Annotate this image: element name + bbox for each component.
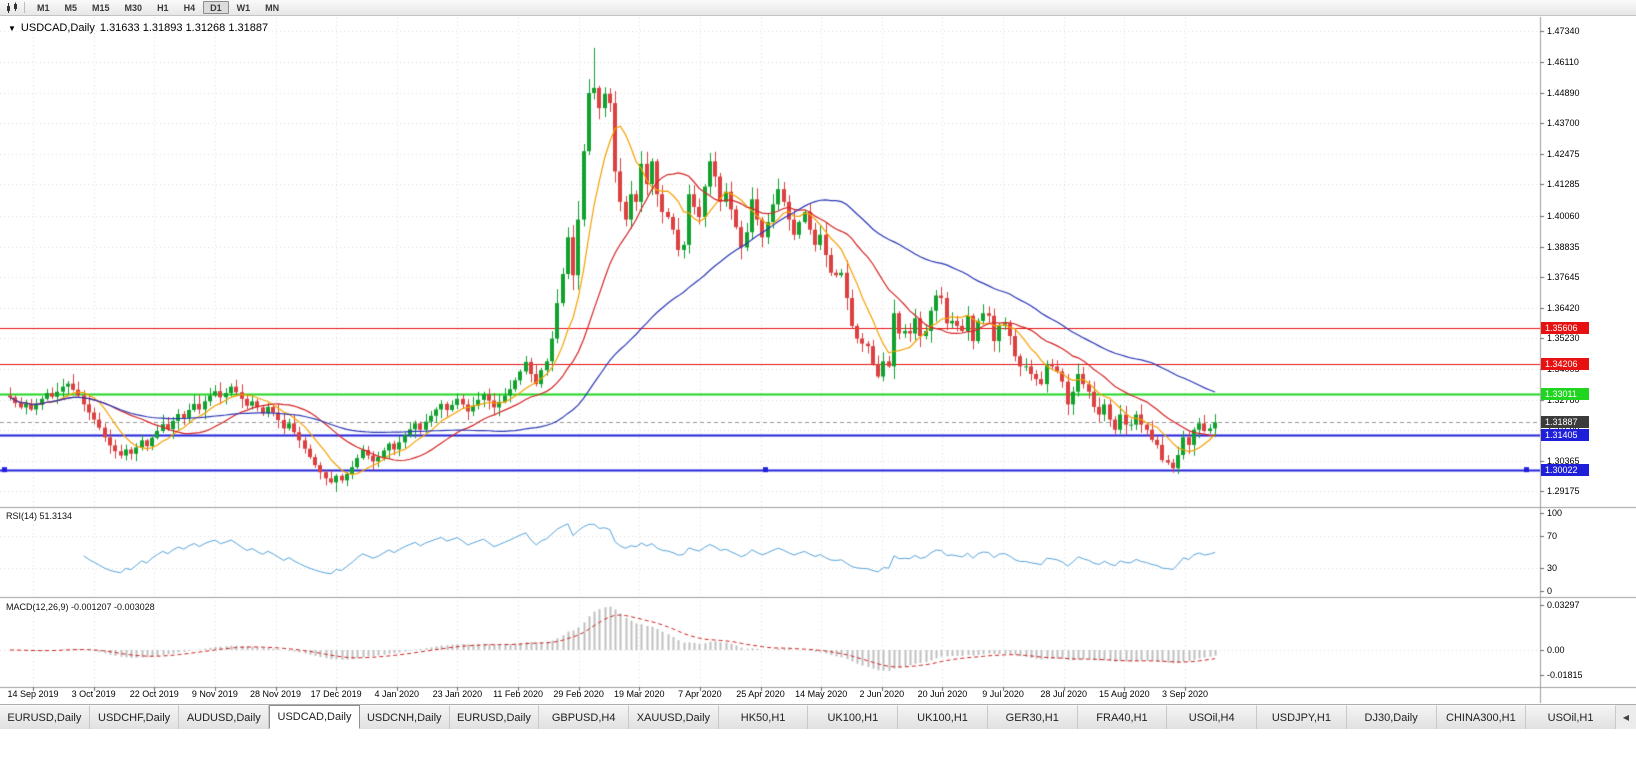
date-axis-label: 11 Feb 2020 bbox=[493, 689, 543, 699]
price-axis-label: 1.47340 bbox=[1547, 26, 1580, 37]
chart-tab-usoil-h4[interactable]: USOil,H4 bbox=[1167, 705, 1258, 729]
date-axis-label: 19 Mar 2020 bbox=[614, 689, 665, 699]
toolbar-separator bbox=[24, 2, 25, 13]
chart-overlays: ▼ USDCAD,Daily 1.31633 1.31893 1.31268 1… bbox=[0, 17, 1636, 703]
date-axis-label: 4 Jan 2020 bbox=[374, 689, 420, 699]
price-axis-label: 1.41285 bbox=[1547, 179, 1580, 190]
timeframe-button-d1[interactable]: D1 bbox=[203, 1, 229, 14]
chart-tab-gbpusd-h4[interactable]: GBPUSD,H4 bbox=[539, 705, 630, 729]
current-price-tag: 1.31887 bbox=[1541, 416, 1589, 429]
timeframe-button-mn[interactable]: MN bbox=[265, 3, 280, 13]
date-axis-label: 3 Sep 2020 bbox=[1161, 689, 1208, 699]
chart-tab-ger30-h1[interactable]: GER30,H1 bbox=[987, 705, 1078, 729]
date-axis-label: 15 Aug 2020 bbox=[1099, 689, 1150, 699]
price-axis-label: 1.37645 bbox=[1547, 271, 1580, 282]
date-axis-label: 28 Nov 2019 bbox=[249, 689, 302, 699]
chart-tab-eurusd-daily[interactable]: EURUSD,Daily bbox=[0, 705, 90, 729]
price-tag-1-34206: 1.34206 bbox=[1541, 357, 1589, 370]
date-axis-label: 9 Jul 2020 bbox=[982, 689, 1024, 699]
date-axis-label: 29 Feb 2020 bbox=[553, 689, 604, 699]
price-tag-1-35606: 1.35606 bbox=[1541, 322, 1589, 335]
date-axis-label: 3 Oct 2019 bbox=[71, 689, 116, 699]
symbol-dropdown-icon[interactable]: ▼ bbox=[8, 23, 16, 33]
chart-tab-uk100-h1[interactable]: UK100,H1 bbox=[898, 705, 988, 729]
price-axis-label: 1.38835 bbox=[1547, 241, 1580, 252]
date-axis-label: 17 Dec 2019 bbox=[310, 689, 362, 699]
timeframe-button-m15[interactable]: M15 bbox=[92, 3, 110, 13]
chart-tab-usdchf-daily[interactable]: USDCHF,Daily bbox=[89, 705, 180, 729]
price-axis-label: 1.30365 bbox=[1547, 455, 1580, 466]
chart-tabs: EURUSD,Daily USDCHF,Daily AUDUSD,Daily USDC… bbox=[0, 705, 1616, 729]
price-chart-canvas[interactable] bbox=[0, 17, 1636, 703]
date-axis-label: 7 Apr 2020 bbox=[678, 689, 722, 699]
timeframe-button-m30[interactable]: M30 bbox=[124, 3, 143, 13]
chart-tab-dj30-daily[interactable]: DJ30,Daily bbox=[1346, 705, 1437, 729]
timeframe-toolbar: M1 M5 M15 M30 H1 H4 D1 W1 MN bbox=[0, 0, 1636, 16]
chart-tab-fra40-h1[interactable]: FRA40,H1 bbox=[1077, 705, 1168, 729]
timeframe-buttons: M1 M5 M15 M30 H1 H4 D1 W1 MN bbox=[30, 1, 286, 14]
candlestick-chart-icon[interactable] bbox=[4, 1, 22, 14]
macd-axis-label: -0.01815 bbox=[1547, 669, 1583, 680]
price-axis-label: 1.46110 bbox=[1547, 57, 1579, 68]
rsi-axis-label: 100 bbox=[1547, 508, 1563, 518]
chart-area: ▼ USDCAD,Daily 1.31633 1.31893 1.31268 1… bbox=[0, 17, 1636, 703]
date-axis-label: 28 Jul 2020 bbox=[1040, 689, 1087, 699]
chart-tab-usdjpy-h1[interactable]: USDJPY,H1 bbox=[1257, 705, 1347, 729]
macd-axis-label: 0.03297 bbox=[1547, 599, 1580, 610]
price-axis-label: 1.29175 bbox=[1547, 486, 1580, 497]
price-axis-label: 1.35230 bbox=[1547, 332, 1580, 343]
timeframe-button-w1[interactable]: W1 bbox=[236, 3, 251, 13]
timeframe-button-m1[interactable]: M1 bbox=[37, 3, 50, 13]
chart-tabs-bar: EURUSD,Daily USDCHF,Daily AUDUSD,Daily USDC… bbox=[0, 704, 1636, 729]
date-axis-label: 25 Apr 2020 bbox=[736, 689, 785, 699]
price-tag-1-31405: 1.31405 bbox=[1541, 428, 1589, 441]
chart-symbol-title: USDCAD,Daily bbox=[20, 22, 95, 34]
tabs-scroll-left-icon[interactable]: ◀ bbox=[1622, 712, 1630, 722]
rsi-indicator-label: RSI(14) 51.3134 bbox=[6, 511, 73, 521]
price-axis-label: 1.44890 bbox=[1547, 88, 1580, 99]
chart-symbol-header: ▼ USDCAD,Daily 1.31633 1.31893 1.31268 1… bbox=[8, 22, 268, 34]
timeframe-button-h4[interactable]: H4 bbox=[183, 3, 196, 13]
rsi-axis-label: 30 bbox=[1547, 562, 1558, 573]
chart-tab-hk50-h1[interactable]: HK50,H1 bbox=[718, 705, 809, 729]
chart-tab-xauusd-daily[interactable]: XAUUSD,Daily bbox=[629, 705, 719, 729]
price-tag-1-30022: 1.30022 bbox=[1541, 463, 1589, 476]
timeframe-button-h1[interactable]: H1 bbox=[157, 3, 169, 13]
chart-tab-china300-h1[interactable]: CHINA300,H1 bbox=[1436, 705, 1527, 729]
chart-tab-usoil-h1[interactable]: USOil,H1 bbox=[1526, 705, 1616, 729]
date-axis-label: 14 May 2020 bbox=[795, 689, 848, 699]
date-axis-label: 23 Jan 2020 bbox=[432, 689, 483, 699]
price-tag-1-33011: 1.33011 bbox=[1541, 387, 1589, 400]
rsi-axis-label: 70 bbox=[1547, 531, 1558, 542]
chart-tab-uk100-h1[interactable]: UK100,H1 bbox=[808, 705, 899, 729]
date-axis-label: 9 Nov 2019 bbox=[191, 689, 238, 699]
rsi-axis-label: 0 bbox=[1547, 586, 1553, 596]
date-axis-label: 2 Jun 2020 bbox=[859, 689, 905, 699]
macd-axis-label: 0.00 bbox=[1547, 645, 1565, 655]
price-axis-label: 1.36420 bbox=[1547, 302, 1580, 313]
price-axis-label: 1.42475 bbox=[1547, 149, 1580, 160]
macd-indicator-label: MACD(12,26,9) -0.001207 -0.003028 bbox=[6, 602, 155, 612]
price-axis-label: 1.43700 bbox=[1547, 118, 1580, 129]
price-axis-label: 1.40060 bbox=[1547, 210, 1580, 221]
chart-ohlc-values: 1.31633 1.31893 1.31268 1.31887 bbox=[99, 22, 269, 34]
chart-tab-eurusd-daily[interactable]: EURUSD,Daily bbox=[449, 705, 540, 729]
chart-tab-usdcnh-daily[interactable]: USDCNH,Daily bbox=[359, 705, 450, 729]
chart-tab-usdcad-daily[interactable]: USDCAD,Daily bbox=[269, 705, 360, 729]
chart-tab-audusd-daily[interactable]: AUDUSD,Daily bbox=[179, 705, 270, 729]
timeframe-button-m5[interactable]: M5 bbox=[64, 3, 78, 13]
date-axis-label: 20 Jun 2020 bbox=[917, 689, 968, 699]
date-axis-label: 14 Sep 2019 bbox=[7, 689, 59, 699]
date-axis-label: 22 Oct 2019 bbox=[129, 689, 179, 699]
